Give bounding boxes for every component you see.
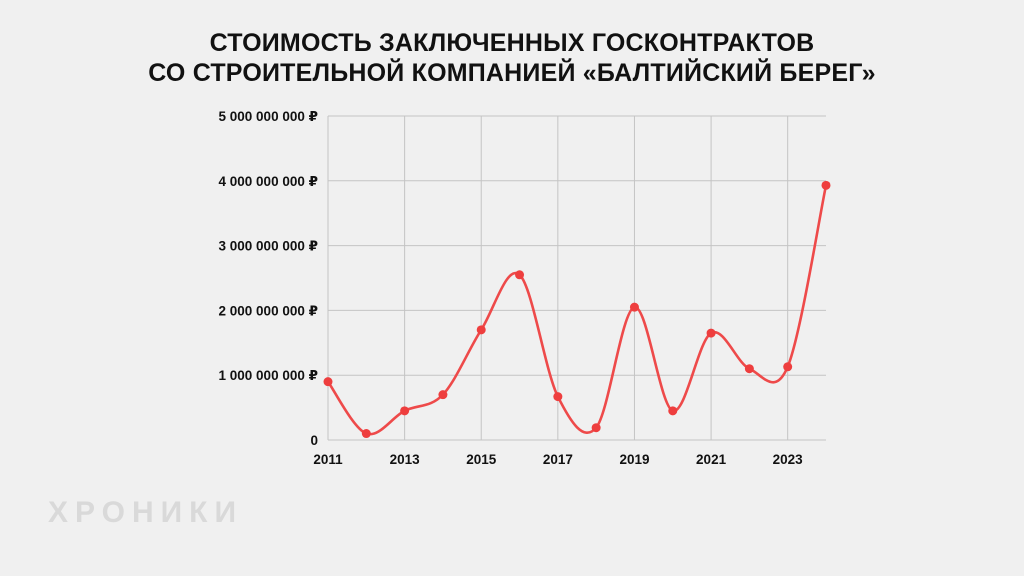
data-points [323,180,831,439]
x-tick-label: 2011 [313,452,343,467]
data-point-2023 [783,362,793,372]
y-tick-label: 5 000 000 000 ₽ [219,109,318,124]
x-tick-label: 2023 [773,452,804,467]
series-line [326,185,828,436]
x-tick-label: 2015 [466,452,497,467]
y-tick-label: 3 000 000 000 ₽ [219,239,318,254]
x-tick-label: 2017 [543,452,573,467]
grid-lines [328,115,826,440]
data-point-2013 [400,406,410,416]
data-point-2024 [821,180,831,190]
data-point-2012 [361,429,371,439]
x-tick-labels: 2011 2013 2015 2017 2019 2021 2023 [313,452,803,467]
data-point-2011 [323,377,333,387]
x-tick-label: 2019 [619,452,649,467]
chart-title-line-1: СТОИМОСТЬ ЗАКЛЮЧЕННЫХ ГОСКОНТРАКТОВ [209,29,815,57]
y-tick-label: 2 000 000 000 ₽ [219,303,318,318]
chart-title: СТОИМОСТЬ ЗАКЛЮЧЕННЫХ ГОСКОНТРАКТОВ СО С… [0,28,1024,88]
data-point-2014 [438,390,448,400]
data-point-2017 [553,392,563,402]
x-tick-label: 2013 [390,452,421,467]
chart-title-line-2: СО СТРОИТЕЛЬНОЙ КОМПАНИЕЙ «БАЛТИЙСКИЙ БЕ… [148,59,876,87]
data-point-2018 [591,423,601,433]
y-tick-label: 1 000 000 000 ₽ [219,368,318,383]
data-point-2019 [629,302,639,312]
y-tick-label: 4 000 000 000 ₽ [219,174,318,189]
data-point-2022 [744,364,754,374]
data-point-2016 [515,270,525,280]
data-point-2021 [706,328,716,338]
axes [327,116,826,441]
y-tick-labels: 0 1 000 000 000 ₽ 2 000 000 000 ₽ 3 000 000… [219,109,318,448]
x-tick-label: 2021 [696,452,727,467]
data-point-2020 [668,406,678,416]
y-tick-label: 0 [310,433,318,448]
data-point-2015 [476,325,486,335]
watermark-logo: ХРОНИКИ [48,496,244,529]
